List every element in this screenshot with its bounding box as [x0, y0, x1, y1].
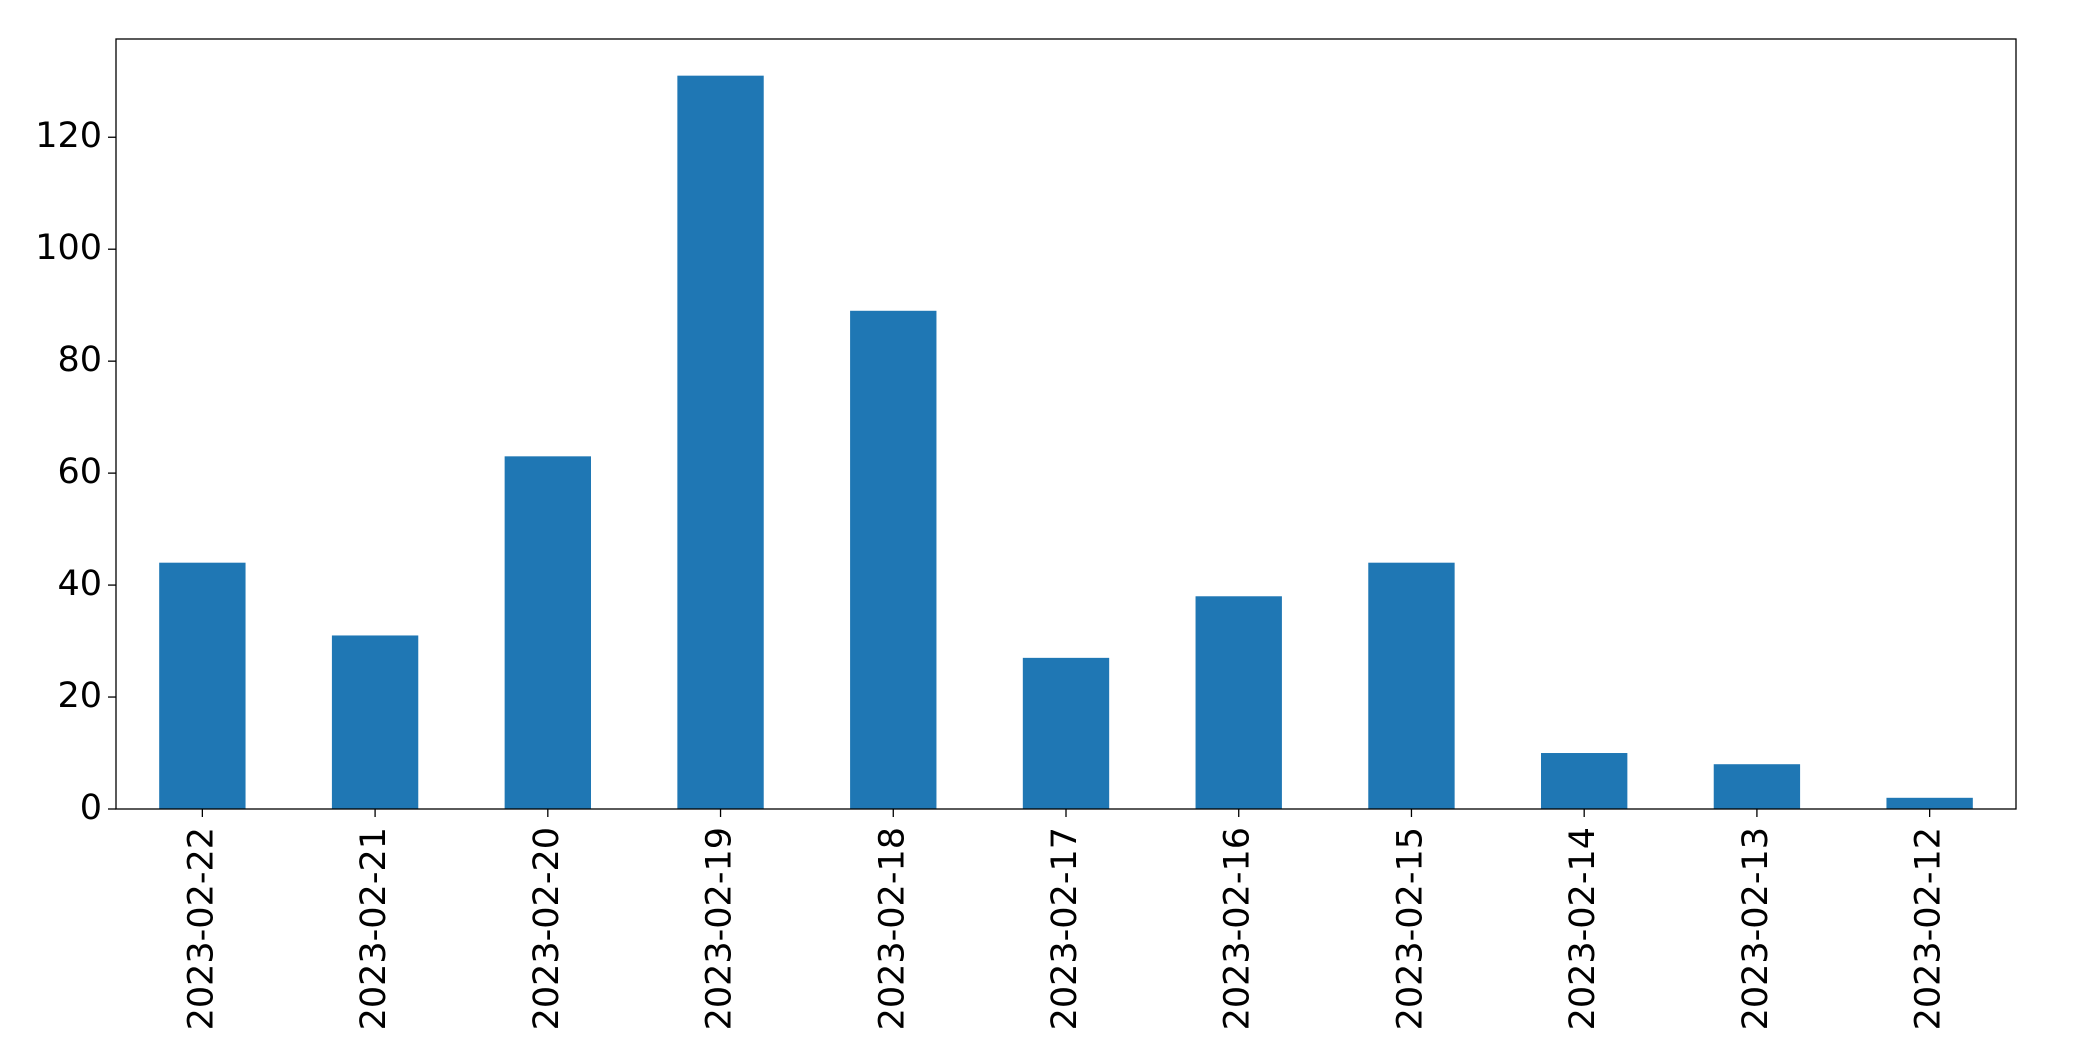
x-tick-label: 2023-02-12 [1909, 827, 1949, 1030]
x-tick-label: 2023-02-19 [700, 827, 740, 1030]
x-tick-label: 2023-02-21 [354, 827, 394, 1030]
bar [504, 456, 591, 809]
y-tick-label: 20 [57, 676, 102, 716]
x-tick-label: 2023-02-18 [872, 827, 912, 1030]
bar [1713, 764, 1801, 809]
bar [1022, 657, 1110, 809]
x-tick-label: 2023-02-15 [1390, 827, 1430, 1030]
y-tick-label: 0 [80, 788, 102, 828]
bar [677, 75, 764, 809]
bar [1886, 797, 1973, 809]
y-tick-label: 100 [35, 228, 102, 268]
y-tick-label: 80 [57, 340, 102, 380]
x-tick-label: 2023-02-22 [181, 827, 221, 1030]
x-tick-label: 2023-02-13 [1736, 827, 1776, 1030]
bar [1195, 596, 1282, 809]
x-tick-label: 2023-02-14 [1563, 827, 1603, 1030]
y-tick-label: 40 [57, 564, 102, 604]
bar [1541, 753, 1628, 809]
x-tick-label: 2023-02-16 [1218, 827, 1258, 1030]
y-tick-label: 120 [35, 116, 102, 156]
x-tick-label: 2023-02-20 [527, 827, 567, 1030]
bar [159, 562, 246, 809]
x-tick-label: 2023-02-17 [1045, 827, 1085, 1030]
bar [1368, 562, 1455, 809]
bar [331, 635, 419, 809]
y-tick-label: 60 [57, 452, 102, 492]
plot-frame [115, 38, 2017, 810]
bar [850, 310, 937, 809]
